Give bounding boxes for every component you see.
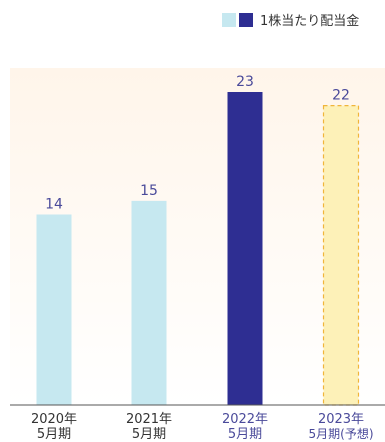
value-label-1: 14 [45,196,63,212]
x-tick-label-2-line1: 2021年 [126,412,172,427]
bar-3 [227,92,263,405]
x-tick-label-4-line1: 2023年 [318,412,364,427]
x-tick-label-3-line1: 2022年 [222,412,268,427]
labels-layer: 142020年5月期152021年5月期232022年5月期222023年5月期… [31,74,374,442]
bar-4 [322,105,360,406]
x-tick-label-1-line1: 2020年 [31,412,77,427]
x-tick-label-1-line2: 5月期 [37,427,71,442]
value-label-4: 22 [332,88,350,104]
legend: 1株当たり配当金 [222,13,359,29]
plot-background [10,68,385,405]
legend-label: 1株当たり配当金 [260,13,359,29]
bars-layer [36,92,360,406]
value-label-3: 23 [236,74,254,90]
x-tick-label-4-line2: 5月期(予想) [309,426,374,441]
legend-swatch-dark [239,13,253,27]
x-tick-label-3-line2: 5月期 [228,427,262,442]
legend-swatch-light [222,13,236,27]
x-tick-label-2-line2: 5月期 [132,427,166,442]
value-label-2: 15 [140,183,158,199]
bar-2 [131,200,167,405]
bar-1 [36,214,72,405]
